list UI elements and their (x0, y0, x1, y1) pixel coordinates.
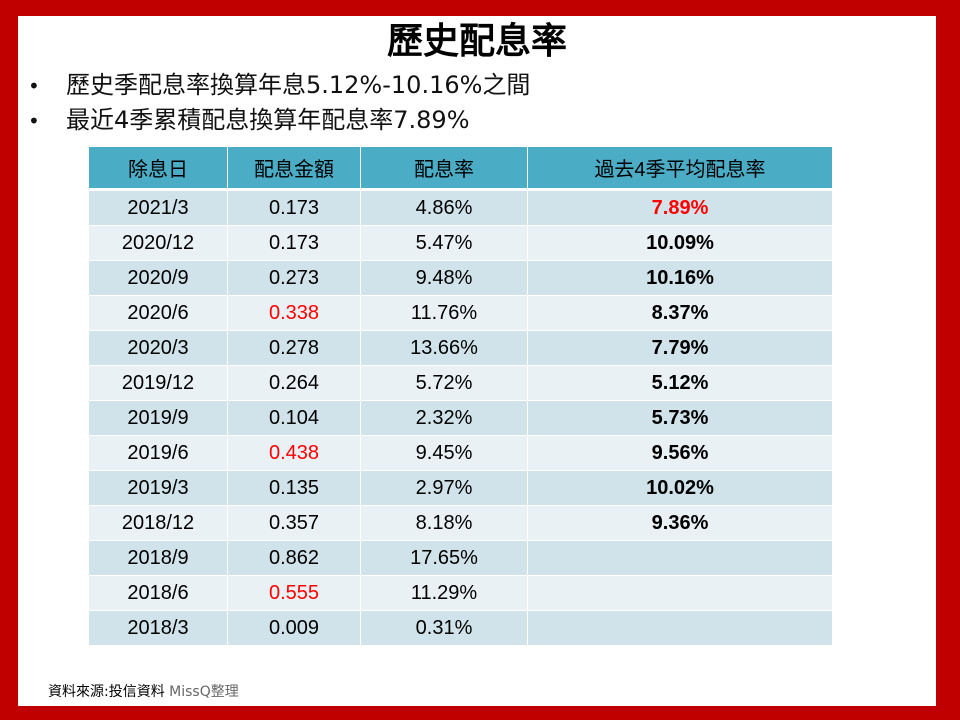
table-row: 2019/6 0.438 9.45% 9.56% (88, 435, 833, 471)
cell-amount: 0.264 (227, 365, 361, 401)
source-note: 資料來源:投信資料 MissQ整理 (48, 681, 239, 701)
header-ex-date: 除息日 (88, 146, 228, 191)
cell-amount: 0.173 (227, 189, 361, 226)
cell-yield: 13.66% (360, 330, 528, 366)
cell-amount: 0.273 (227, 260, 361, 296)
bullet-text: 歷史季配息率換算年息5.12%-10.16%之間 (66, 71, 531, 99)
cell-avg: 5.12% (527, 365, 833, 401)
bullet-dot-icon: • (28, 74, 40, 98)
bullet-dot-icon: • (28, 109, 40, 133)
header-amount: 配息金額 (227, 146, 361, 191)
cell-amount: 0.338 (227, 295, 361, 331)
cell-amount: 0.009 (227, 610, 361, 646)
cell-amount: 0.135 (227, 470, 361, 506)
cell-yield: 8.18% (360, 505, 528, 541)
table-header-row: 除息日 配息金額 配息率 過去4季平均配息率 (88, 146, 833, 191)
table-row: 2019/3 0.135 2.97% 10.02% (88, 470, 833, 506)
table-row: 2019/12 0.264 5.72% 5.12% (88, 365, 833, 401)
dividend-table: 除息日 配息金額 配息率 過去4季平均配息率 2021/3 0.173 4.86… (88, 146, 833, 646)
slide-title: 歷史配息率 (386, 21, 567, 62)
cell-yield: 9.48% (360, 260, 528, 296)
cell-avg: 10.02% (527, 470, 833, 506)
table-row: 2020/6 0.338 11.76% 8.37% (88, 295, 833, 331)
cell-avg: 9.56% (527, 435, 833, 471)
cell-yield: 4.86% (360, 189, 528, 226)
cell-date: 2019/9 (88, 400, 228, 436)
table-row: 2021/3 0.173 4.86% 7.89% (88, 189, 833, 226)
cell-date: 2020/3 (88, 330, 228, 366)
cell-yield: 5.72% (360, 365, 528, 401)
cell-date: 2019/6 (88, 435, 228, 471)
cell-amount: 0.555 (227, 575, 361, 611)
table-row: 2020/12 0.173 5.47% 10.09% (88, 225, 833, 261)
bullet-item: • 最近4季累積配息換算年配息率7.89% (28, 103, 530, 138)
cell-amount: 0.173 (227, 225, 361, 261)
cell-avg: 7.79% (527, 330, 833, 366)
cell-yield: 11.76% (360, 295, 528, 331)
cell-date: 2019/3 (88, 470, 228, 506)
bullet-list: • 歷史季配息率換算年息5.12%-10.16%之間 • 最近4季累積配息換算年配息… (28, 68, 530, 138)
cell-date: 2018/9 (88, 540, 228, 576)
cell-date: 2018/3 (88, 610, 228, 646)
cell-date: 2019/12 (88, 365, 228, 401)
cell-date: 2020/12 (88, 225, 228, 261)
cell-avg: 10.09% (527, 225, 833, 261)
slide: 歷史配息率 • 歷史季配息率換算年息5.12%-10.16%之間 • 最近4季累積配… (18, 16, 936, 706)
cell-date: 2018/12 (88, 505, 228, 541)
cell-yield: 2.97% (360, 470, 528, 506)
header-avg-yield: 過去4季平均配息率 (527, 146, 833, 191)
cell-yield: 17.65% (360, 540, 528, 576)
cell-avg (527, 540, 833, 576)
cell-yield: 2.32% (360, 400, 528, 436)
table-row: 2020/9 0.273 9.48% 10.16% (88, 260, 833, 296)
cell-date: 2020/6 (88, 295, 228, 331)
cell-yield: 11.29% (360, 575, 528, 611)
bullet-text: 最近4季累積配息換算年配息率7.89% (66, 106, 470, 134)
cell-date: 2018/6 (88, 575, 228, 611)
cell-date: 2020/9 (88, 260, 228, 296)
bullet-item: • 歷史季配息率換算年息5.12%-10.16%之間 (28, 68, 530, 103)
cell-avg: 7.89% (527, 189, 833, 226)
cell-avg: 10.16% (527, 260, 833, 296)
header-yield: 配息率 (360, 146, 528, 191)
table-row: 2018/3 0.009 0.31% (88, 610, 833, 646)
cell-yield: 5.47% (360, 225, 528, 261)
cell-amount: 0.357 (227, 505, 361, 541)
cell-avg: 9.36% (527, 505, 833, 541)
cell-amount: 0.104 (227, 400, 361, 436)
cell-yield: 9.45% (360, 435, 528, 471)
cell-yield: 0.31% (360, 610, 528, 646)
cell-date: 2021/3 (88, 189, 228, 226)
table-row: 2018/6 0.555 11.29% (88, 575, 833, 611)
source-label: 資料來源:投信資料 (48, 684, 165, 700)
cell-avg: 8.37% (527, 295, 833, 331)
source-author: MissQ整理 (169, 684, 239, 700)
cell-avg: 5.73% (527, 400, 833, 436)
table-row: 2018/9 0.862 17.65% (88, 540, 833, 576)
cell-avg (527, 610, 833, 646)
table-row: 2020/3 0.278 13.66% 7.79% (88, 330, 833, 366)
cell-amount: 0.438 (227, 435, 361, 471)
table-row: 2018/12 0.357 8.18% 9.36% (88, 505, 833, 541)
cell-amount: 0.278 (227, 330, 361, 366)
table-row: 2019/9 0.104 2.32% 5.73% (88, 400, 833, 436)
cell-amount: 0.862 (227, 540, 361, 576)
cell-avg (527, 575, 833, 611)
